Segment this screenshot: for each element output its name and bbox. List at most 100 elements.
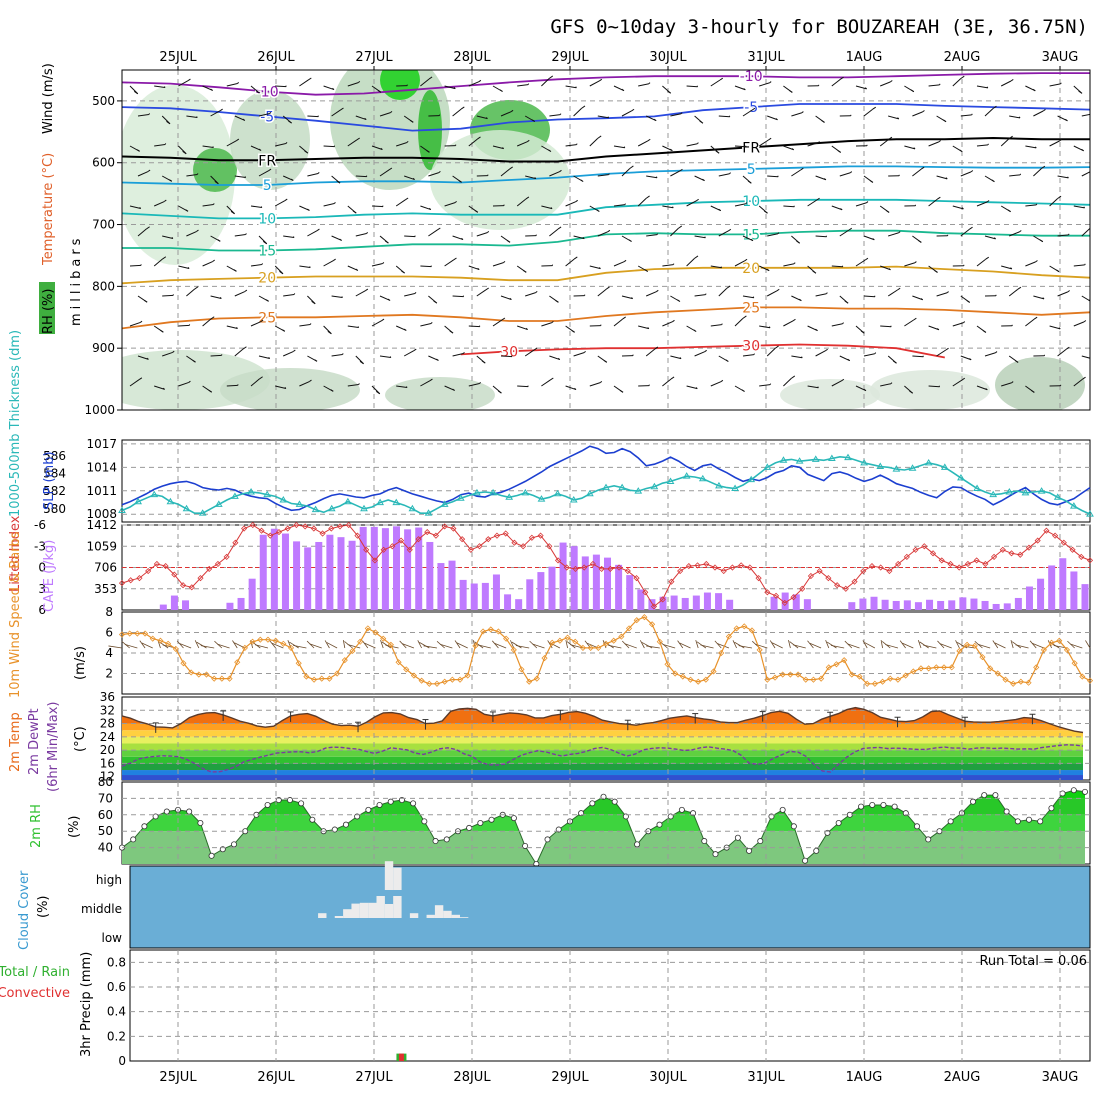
wind-barb [1025, 204, 1037, 207]
wind-barb-flag [1019, 173, 1022, 176]
slp-tick-label: 1011 [86, 484, 117, 498]
wind-barb [1025, 261, 1036, 267]
cape-tick-label: 706 [94, 561, 117, 575]
wind-barb [928, 325, 940, 331]
wind-marker [272, 637, 279, 644]
lifted-marker [1060, 539, 1067, 546]
rh-blob [380, 70, 420, 100]
wind-barb [936, 292, 948, 297]
lifted-marker [336, 523, 344, 530]
lifted-marker [258, 527, 265, 534]
wind-marker [940, 664, 948, 671]
wind-barb-flag [269, 112, 272, 114]
lifted-marker [502, 530, 509, 537]
wind-barb-flag [966, 300, 970, 303]
wind-barb-10m [417, 640, 422, 649]
thickness-marker [263, 490, 272, 498]
rh-marker [970, 798, 977, 805]
wind-barb-10m [217, 643, 230, 649]
temperature-axis-label: Temperature (°C) [41, 153, 56, 266]
wind-barb [807, 385, 819, 389]
wind-marker [526, 678, 533, 685]
wind-barb [299, 79, 309, 87]
temp-band [122, 756, 1083, 764]
wind-barb [831, 380, 842, 387]
cape-bar [581, 556, 589, 610]
thickness-marker [1069, 502, 1078, 509]
lifted-marker [842, 585, 849, 592]
wind-barb-flag [769, 383, 772, 385]
wind-barb [960, 171, 972, 177]
wind-barb-10m [955, 640, 960, 649]
wind-barb [984, 235, 996, 240]
wind-barb [646, 291, 657, 297]
rh-marker [152, 813, 159, 820]
wind-barb-flag [163, 199, 167, 202]
wind-barb [452, 295, 464, 298]
lifted-marker [903, 553, 910, 560]
rh-panel: 80 70 60 50 40 2m RH (%) [29, 775, 1091, 868]
wind-barb [734, 85, 746, 91]
wind-barb [1033, 295, 1045, 300]
precip-grid [130, 950, 1090, 1061]
wind-barb [379, 112, 391, 117]
lifted-marker [860, 567, 867, 575]
slp-line [121, 445, 1091, 512]
wind-barb-flag [581, 105, 586, 109]
lifted-marker [685, 563, 692, 570]
wind-barb [638, 83, 650, 87]
wind-barb-flag [146, 357, 149, 360]
wind-barb [573, 235, 585, 240]
rh-marker [992, 792, 999, 799]
lifted-marker [554, 557, 562, 564]
lifted-marker [868, 563, 876, 570]
wind-barb-flag [631, 297, 634, 300]
wind-barb [879, 138, 890, 147]
wind-barb-flag [920, 166, 925, 170]
wind-marker [226, 675, 233, 682]
wind-barb-flag [389, 356, 392, 358]
wind-marker [1086, 677, 1094, 684]
wind-barb-10m [194, 640, 200, 649]
wind-marker [618, 633, 625, 640]
rh-marker [779, 806, 786, 813]
wind-barb [783, 145, 794, 151]
contour-label: 15 [742, 227, 760, 243]
rh-blob [870, 370, 990, 410]
wind-marker [848, 671, 855, 678]
wind-barb-flag [293, 293, 296, 295]
wind-barb-flag [842, 322, 844, 325]
wind-barb-flag [458, 179, 462, 183]
lifted-marker [964, 560, 971, 568]
wind-barb [226, 140, 237, 147]
thickness-marker [715, 481, 723, 489]
thickness-marker [521, 488, 530, 496]
wind-barb [646, 234, 658, 237]
lifted-marker [755, 575, 762, 582]
wind-barb [444, 202, 456, 207]
wind-barb [718, 287, 728, 297]
wind-barb [468, 265, 480, 271]
wind-barb-flag [599, 380, 603, 383]
thickness-marker [489, 488, 497, 496]
wind-barb-flag [426, 149, 430, 153]
cape-bar [637, 589, 645, 610]
wind-barb [1057, 348, 1067, 357]
lifted-marker [703, 560, 710, 568]
wind-barb-flag [477, 267, 480, 270]
wind-barb-flag [982, 330, 987, 333]
thickness-marker [860, 458, 869, 466]
wind-barb [420, 205, 431, 211]
wind-barb [283, 293, 295, 297]
thickness-marker [360, 504, 368, 512]
wind-barb-flag [413, 348, 417, 352]
wind-barb-flag [357, 80, 361, 83]
wind-barb-flag [864, 257, 869, 261]
lifted-marker [825, 575, 832, 582]
lifted-marker [415, 536, 422, 543]
wind-barb-flag [678, 225, 683, 229]
wind-barb [323, 145, 335, 148]
wind-marker [702, 676, 709, 683]
lifted-tick-label: -3 [34, 539, 46, 553]
wind-barb [928, 84, 940, 87]
